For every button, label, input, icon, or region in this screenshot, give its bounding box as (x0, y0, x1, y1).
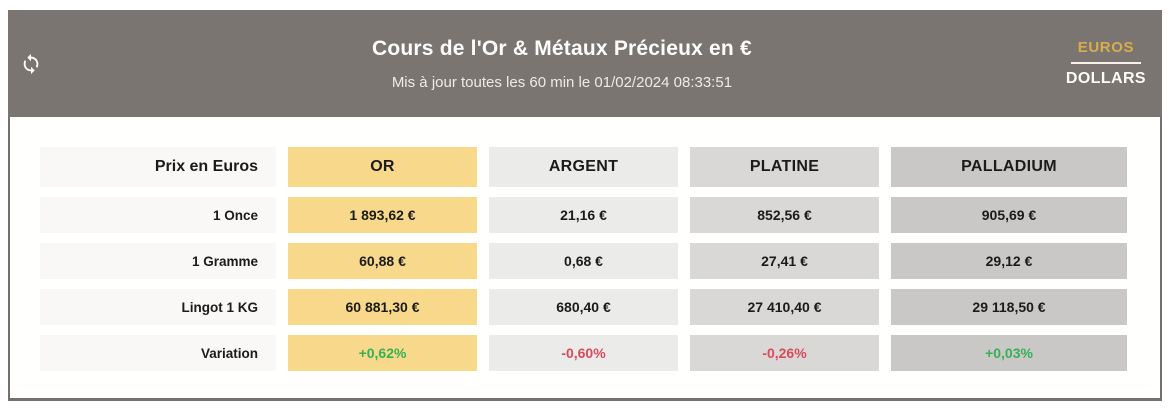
column-header-palladium: PALLADIUM (891, 147, 1127, 187)
prices-table: Prix en Euros OR ARGENT PLATINE PALLADIU… (40, 147, 1160, 371)
value-platine-lingot: 27 410,40 € (690, 289, 879, 325)
value-palladium-once: 905,69 € (891, 197, 1127, 233)
last-update-text: Mis à jour toutes les 60 min le 01/02/20… (391, 73, 733, 91)
page-title: Cours de l'Or & Métaux Précieux en € (372, 36, 752, 60)
row-label-variation: Variation (40, 335, 276, 371)
value-platine-gramme: 27,41 € (690, 243, 879, 279)
precious-metals-widget: Cours de l'Or & Métaux Précieux en € Mis… (8, 10, 1162, 401)
currency-option-euros[interactable]: EUROS (1077, 39, 1135, 56)
value-or-lingot: 60 881,30 € (288, 289, 477, 325)
value-palladium-gramme: 29,12 € (891, 243, 1127, 279)
value-or-gramme: 60,88 € (288, 243, 477, 279)
value-or-once: 1 893,62 € (288, 197, 477, 233)
value-argent-lingot: 680,40 € (489, 289, 678, 325)
value-argent-once: 21,16 € (489, 197, 678, 233)
currency-option-dollars[interactable]: DOLLARS (1065, 70, 1146, 87)
variation-argent: -0,60% (489, 335, 678, 371)
value-platine-once: 852,56 € (690, 197, 879, 233)
header-titles: Cours de l'Or & Métaux Précieux en € Mis… (58, 37, 1066, 91)
row-label-gramme: 1 Gramme (40, 243, 276, 279)
variation-palladium: +0,03% (891, 335, 1127, 371)
column-header-platine: PLATINE (690, 147, 879, 187)
currency-toggle: EUROS DOLLARS (1066, 39, 1146, 88)
refresh-button[interactable] (20, 45, 58, 83)
variation-or: +0,62% (288, 335, 477, 371)
column-header-argent: ARGENT (489, 147, 678, 187)
row-label-once: 1 Once (40, 197, 276, 233)
variation-platine: -0,26% (690, 335, 879, 371)
refresh-icon (20, 53, 42, 75)
widget-body: Prix en Euros OR ARGENT PLATINE PALLADIU… (8, 117, 1162, 401)
currency-divider (1070, 62, 1141, 64)
value-argent-gramme: 0,68 € (489, 243, 678, 279)
column-header-or: OR (288, 147, 477, 187)
table-corner-label: Prix en Euros (40, 147, 276, 187)
widget-header: Cours de l'Or & Métaux Précieux en € Mis… (8, 10, 1162, 117)
row-label-lingot: Lingot 1 KG (40, 289, 276, 325)
value-palladium-lingot: 29 118,50 € (891, 289, 1127, 325)
